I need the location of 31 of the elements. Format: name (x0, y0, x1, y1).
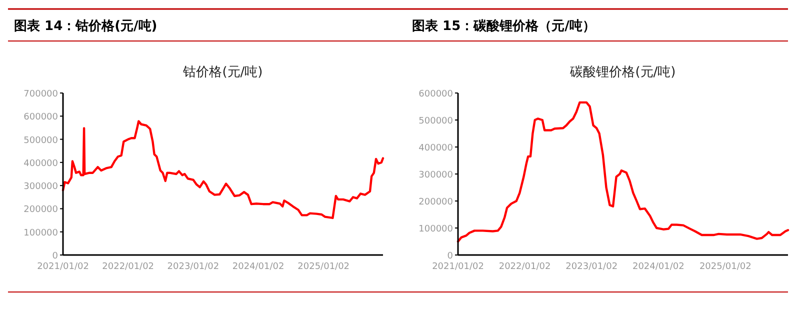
y-tick-label: 100000 (24, 228, 58, 238)
y-tick-label: 400000 (24, 158, 58, 169)
line-series (456, 101, 790, 243)
chart-subtitle: 钴价格(元/吨) (182, 65, 263, 80)
x-tick-label: 2024/01/02 (632, 262, 684, 272)
y-tick-label: 0 (447, 252, 454, 262)
y-tick-label: 500000 (418, 116, 454, 126)
x-tick-label: 2024/01/02 (232, 262, 284, 272)
y-tick-label: 600000 (24, 112, 58, 123)
x-tick-label: 2023/01/02 (566, 262, 618, 272)
y-tick-label: 700000 (24, 90, 58, 100)
y-tick-label: 200000 (418, 198, 454, 208)
chart-title: 图表 15：碳酸锂价格（元/吨） (412, 18, 596, 34)
chart-subtitle: 碳酸锂价格(元/吨) (569, 65, 676, 80)
y-tick-label: 400000 (418, 144, 454, 154)
x-tick-label: 2021/01/02 (37, 262, 89, 272)
y-tick-label: 300000 (24, 182, 58, 192)
y-tick-label: 100000 (418, 224, 454, 234)
line-series (62, 120, 384, 220)
chart-title: 图表 14：钴价格(元/吨) (14, 19, 158, 34)
x-tick-label: 2022/01/02 (102, 262, 154, 272)
y-tick-label: 500000 (24, 136, 58, 146)
x-tick-label: 2021/01/02 (432, 262, 484, 272)
y-tick-label: 0 (52, 252, 58, 262)
x-tick-label: 2025/01/02 (298, 262, 350, 272)
y-tick-label: 200000 (24, 205, 58, 216)
x-tick-label: 2022/01/02 (498, 262, 551, 272)
x-tick-label: 2025/01/02 (699, 262, 752, 272)
y-tick-label: 300000 (418, 170, 454, 180)
x-tick-label: 2023/01/02 (167, 262, 220, 272)
y-tick-label: 600000 (418, 90, 454, 100)
